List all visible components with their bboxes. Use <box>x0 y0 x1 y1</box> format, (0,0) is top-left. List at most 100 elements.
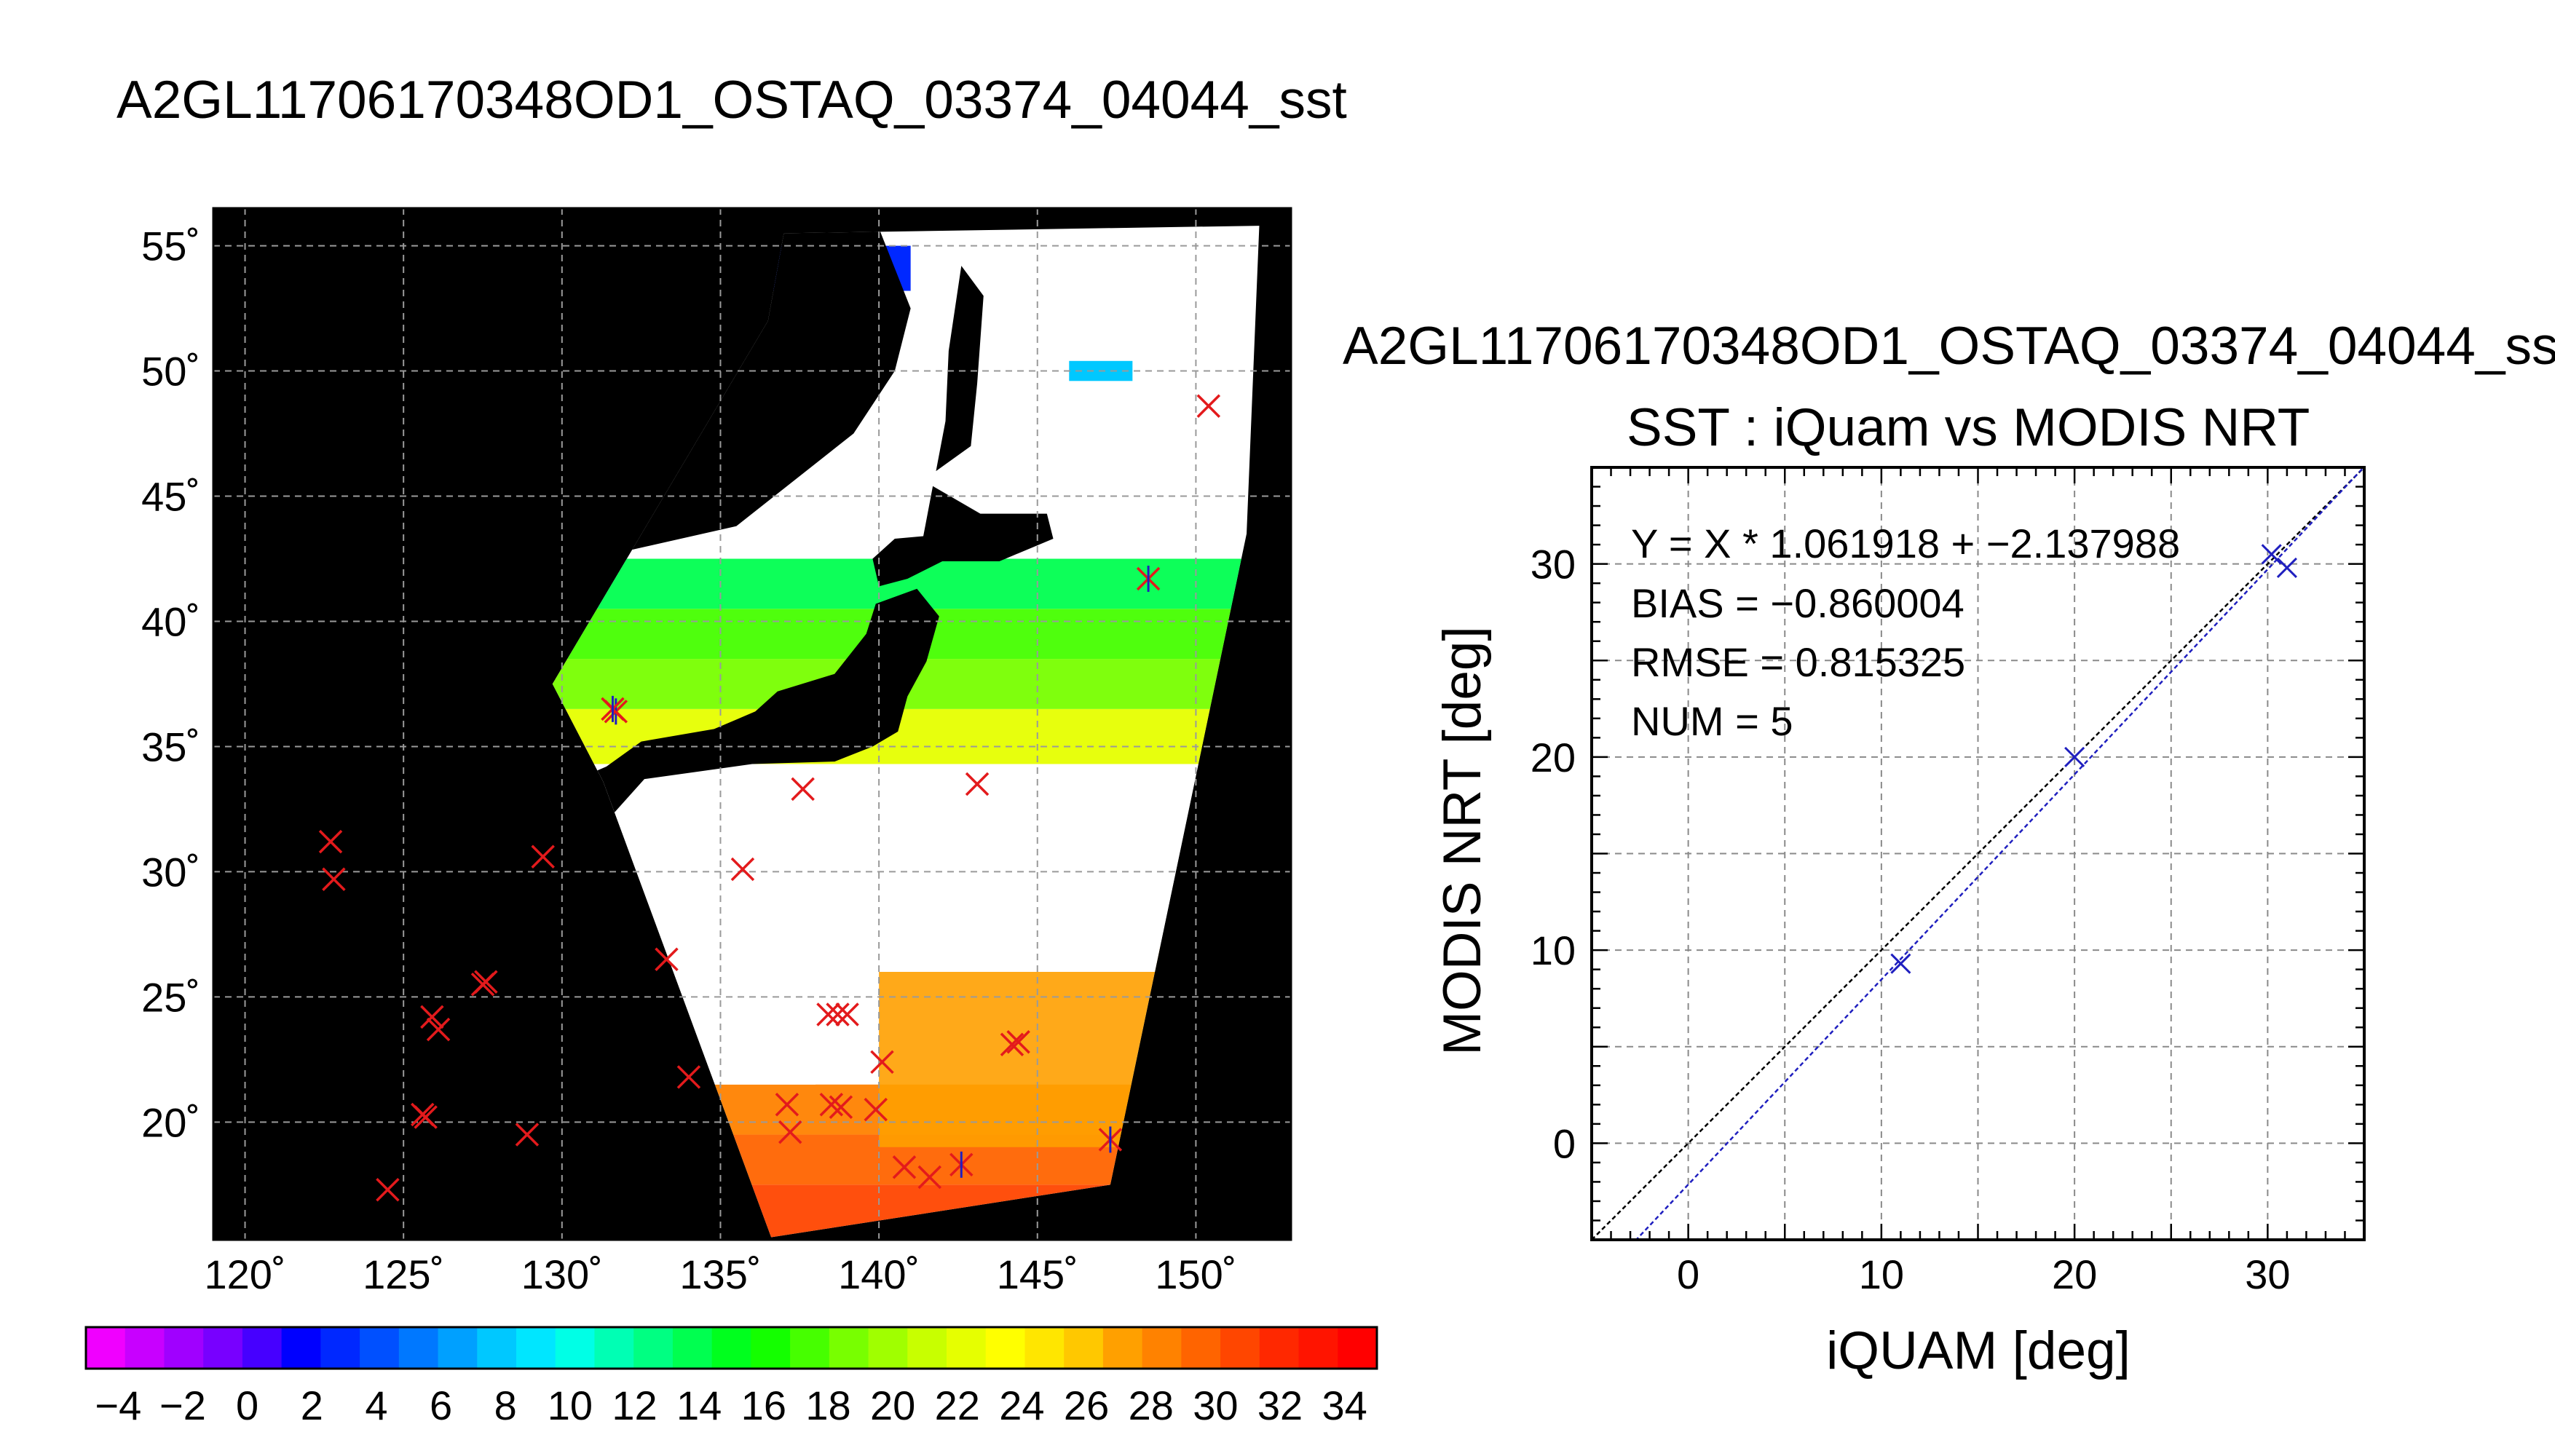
longitude-tick-label: 145˚ <box>997 1251 1078 1296</box>
colorbar-swatch <box>790 1327 830 1369</box>
longitude-labels: 120˚ 125˚ 130˚ 135˚ 140˚ 145˚ 150˚ <box>204 1251 1236 1296</box>
colorbar-swatch <box>829 1327 869 1369</box>
scatter-x-tick-label: 0 <box>1677 1251 1699 1297</box>
matchup-marker <box>826 1002 850 1026</box>
rmse-stat: RMSE = 0.815325 <box>1631 639 1966 685</box>
colorbar-tick-label: 22 <box>935 1382 980 1428</box>
land-polygon <box>556 588 939 839</box>
colorbar-swatch <box>1142 1327 1182 1369</box>
colorbar-swatch <box>907 1327 947 1369</box>
colorbar-swatch <box>360 1327 400 1369</box>
colorbar-swatch <box>125 1327 165 1369</box>
scatter-x-tick-label: 20 <box>2052 1251 2097 1297</box>
colorbar-swatch <box>1298 1327 1338 1369</box>
colorbar-tick-label: −4 <box>95 1382 141 1428</box>
colorbar-tick-label: 8 <box>494 1382 517 1428</box>
land-polygon <box>872 486 1054 587</box>
matchup-marker <box>1000 1032 1024 1056</box>
colorbar-tick-label: 24 <box>999 1382 1044 1428</box>
longitude-tick-label: 130˚ <box>521 1251 603 1296</box>
longitude-tick-label: 140˚ <box>838 1251 920 1296</box>
matchup-marker <box>835 1002 859 1026</box>
colorbar-swatch <box>281 1327 321 1369</box>
latitude-tick-label: 35˚ <box>141 724 200 769</box>
longitude-tick-label: 120˚ <box>204 1251 285 1296</box>
sst-map: 55˚ 50˚ 45˚ 40˚ 35˚ 30˚ 25˚ 20˚ 120˚ 125˚ 130˚ 135… <box>141 207 1292 1296</box>
colorbar-tick-label: 34 <box>1322 1382 1367 1428</box>
latitude-tick-label: 25˚ <box>141 974 200 1020</box>
scatter-y-tick-label: 0 <box>1553 1120 1576 1166</box>
matchup-marker <box>864 1097 888 1122</box>
latitude-tick-label: 45˚ <box>141 474 200 520</box>
colorbar-swatch <box>1024 1327 1065 1369</box>
colorbar-swatch <box>1064 1327 1104 1369</box>
colorbar-swatch <box>594 1327 634 1369</box>
latitude-tick-label: 40˚ <box>141 598 200 644</box>
matchup-marker <box>778 1120 802 1144</box>
colorbar-frame <box>84 1326 1378 1370</box>
colorbar-swatch <box>398 1327 439 1369</box>
used-matchup-marker <box>1098 1126 1123 1153</box>
colorbar-tick-label: 12 <box>612 1382 657 1428</box>
scatter-point <box>2064 746 2085 767</box>
longitude-tick-label: 150˚ <box>1155 1251 1236 1296</box>
colorbar-swatch <box>203 1327 243 1369</box>
colorbar-swatch <box>86 1327 126 1369</box>
matchup-marker <box>318 829 343 854</box>
cloud-area <box>552 764 1260 972</box>
latitude-tick-label: 55˚ <box>141 223 200 269</box>
used-matchup-marker <box>949 1151 974 1178</box>
matchup-marker <box>791 777 815 802</box>
scatter-y-tick-label: 30 <box>1531 542 1576 587</box>
matchup-marker <box>1006 1030 1030 1054</box>
colorbar-swatch <box>1338 1327 1378 1369</box>
colorbar-swatch <box>477 1327 517 1369</box>
scatter-subtitle: SST : iQuam vs MODIS NRT <box>1627 398 2310 457</box>
land-polygon <box>936 266 984 472</box>
scatter-x-tick-label: 30 <box>2245 1251 2290 1297</box>
colorbar-swatch <box>1102 1327 1143 1369</box>
longitude-tick-label: 125˚ <box>363 1251 444 1296</box>
matchup-marker <box>420 1005 444 1029</box>
used-matchup-marker <box>601 695 625 722</box>
map-frame <box>212 207 1292 1241</box>
colorbar-swatch <box>868 1327 908 1369</box>
matchup-marker <box>676 1065 701 1089</box>
matchup-marker <box>730 857 755 882</box>
colorbar-swatch <box>711 1327 751 1369</box>
matchup-marker <box>829 1095 853 1119</box>
matchup-marker <box>819 1093 844 1117</box>
colorbar-tick-label: 16 <box>741 1382 786 1428</box>
colorbar-tick-label: 14 <box>676 1382 722 1428</box>
scatter-y-axis-label: MODIS NRT [deg] <box>1433 626 1492 1056</box>
colorbar-swatch <box>555 1327 595 1369</box>
scatter-lines <box>1592 467 2364 1240</box>
matchup-marker <box>870 1050 894 1075</box>
matchup-marker <box>816 1002 840 1026</box>
longitude-tick-label: 135˚ <box>679 1251 761 1296</box>
page-title: A2GL11706170348OD1_OSTAQ_03374_04044_sst <box>117 71 1347 130</box>
colorbar-swatch <box>672 1327 713 1369</box>
colorbar-swatch <box>164 1327 204 1369</box>
matchup-marker <box>426 1017 451 1042</box>
scatter-point <box>2276 557 2297 578</box>
num-stat: NUM = 5 <box>1631 698 1793 744</box>
colorbar-tick-label: 10 <box>548 1382 593 1428</box>
colorbar-swatch <box>516 1327 556 1369</box>
scatter-x-axis-label: iQUAM [deg] <box>1826 1321 2131 1380</box>
colorbar-swatch <box>242 1327 283 1369</box>
scatter-y-tick-label: 20 <box>1531 735 1576 780</box>
used-matchup-marker <box>1136 566 1161 593</box>
matchup-marker <box>414 1105 438 1129</box>
colorbar-swatch <box>985 1327 1025 1369</box>
colorbar-tick-label: 32 <box>1257 1382 1303 1428</box>
scatter-axes: 0 10 20 30 0 10 20 30 <box>1531 466 2366 1297</box>
matchup-marker <box>775 1093 799 1117</box>
matchup-marker <box>322 867 346 891</box>
sst-colorbar: −4 −2 0 2 4 6 8 10 12 14 16 18 20 22 24 26 28 30 32 34 <box>84 1326 1378 1428</box>
colorbar-swatches <box>84 1326 1378 1370</box>
scatter-file-title-text: A2GL11706170348OD1_OSTAQ_03374_04044_sst <box>1343 317 2555 376</box>
colorbar-tick-label: 28 <box>1129 1382 1174 1428</box>
scatter-point <box>2261 544 2282 565</box>
